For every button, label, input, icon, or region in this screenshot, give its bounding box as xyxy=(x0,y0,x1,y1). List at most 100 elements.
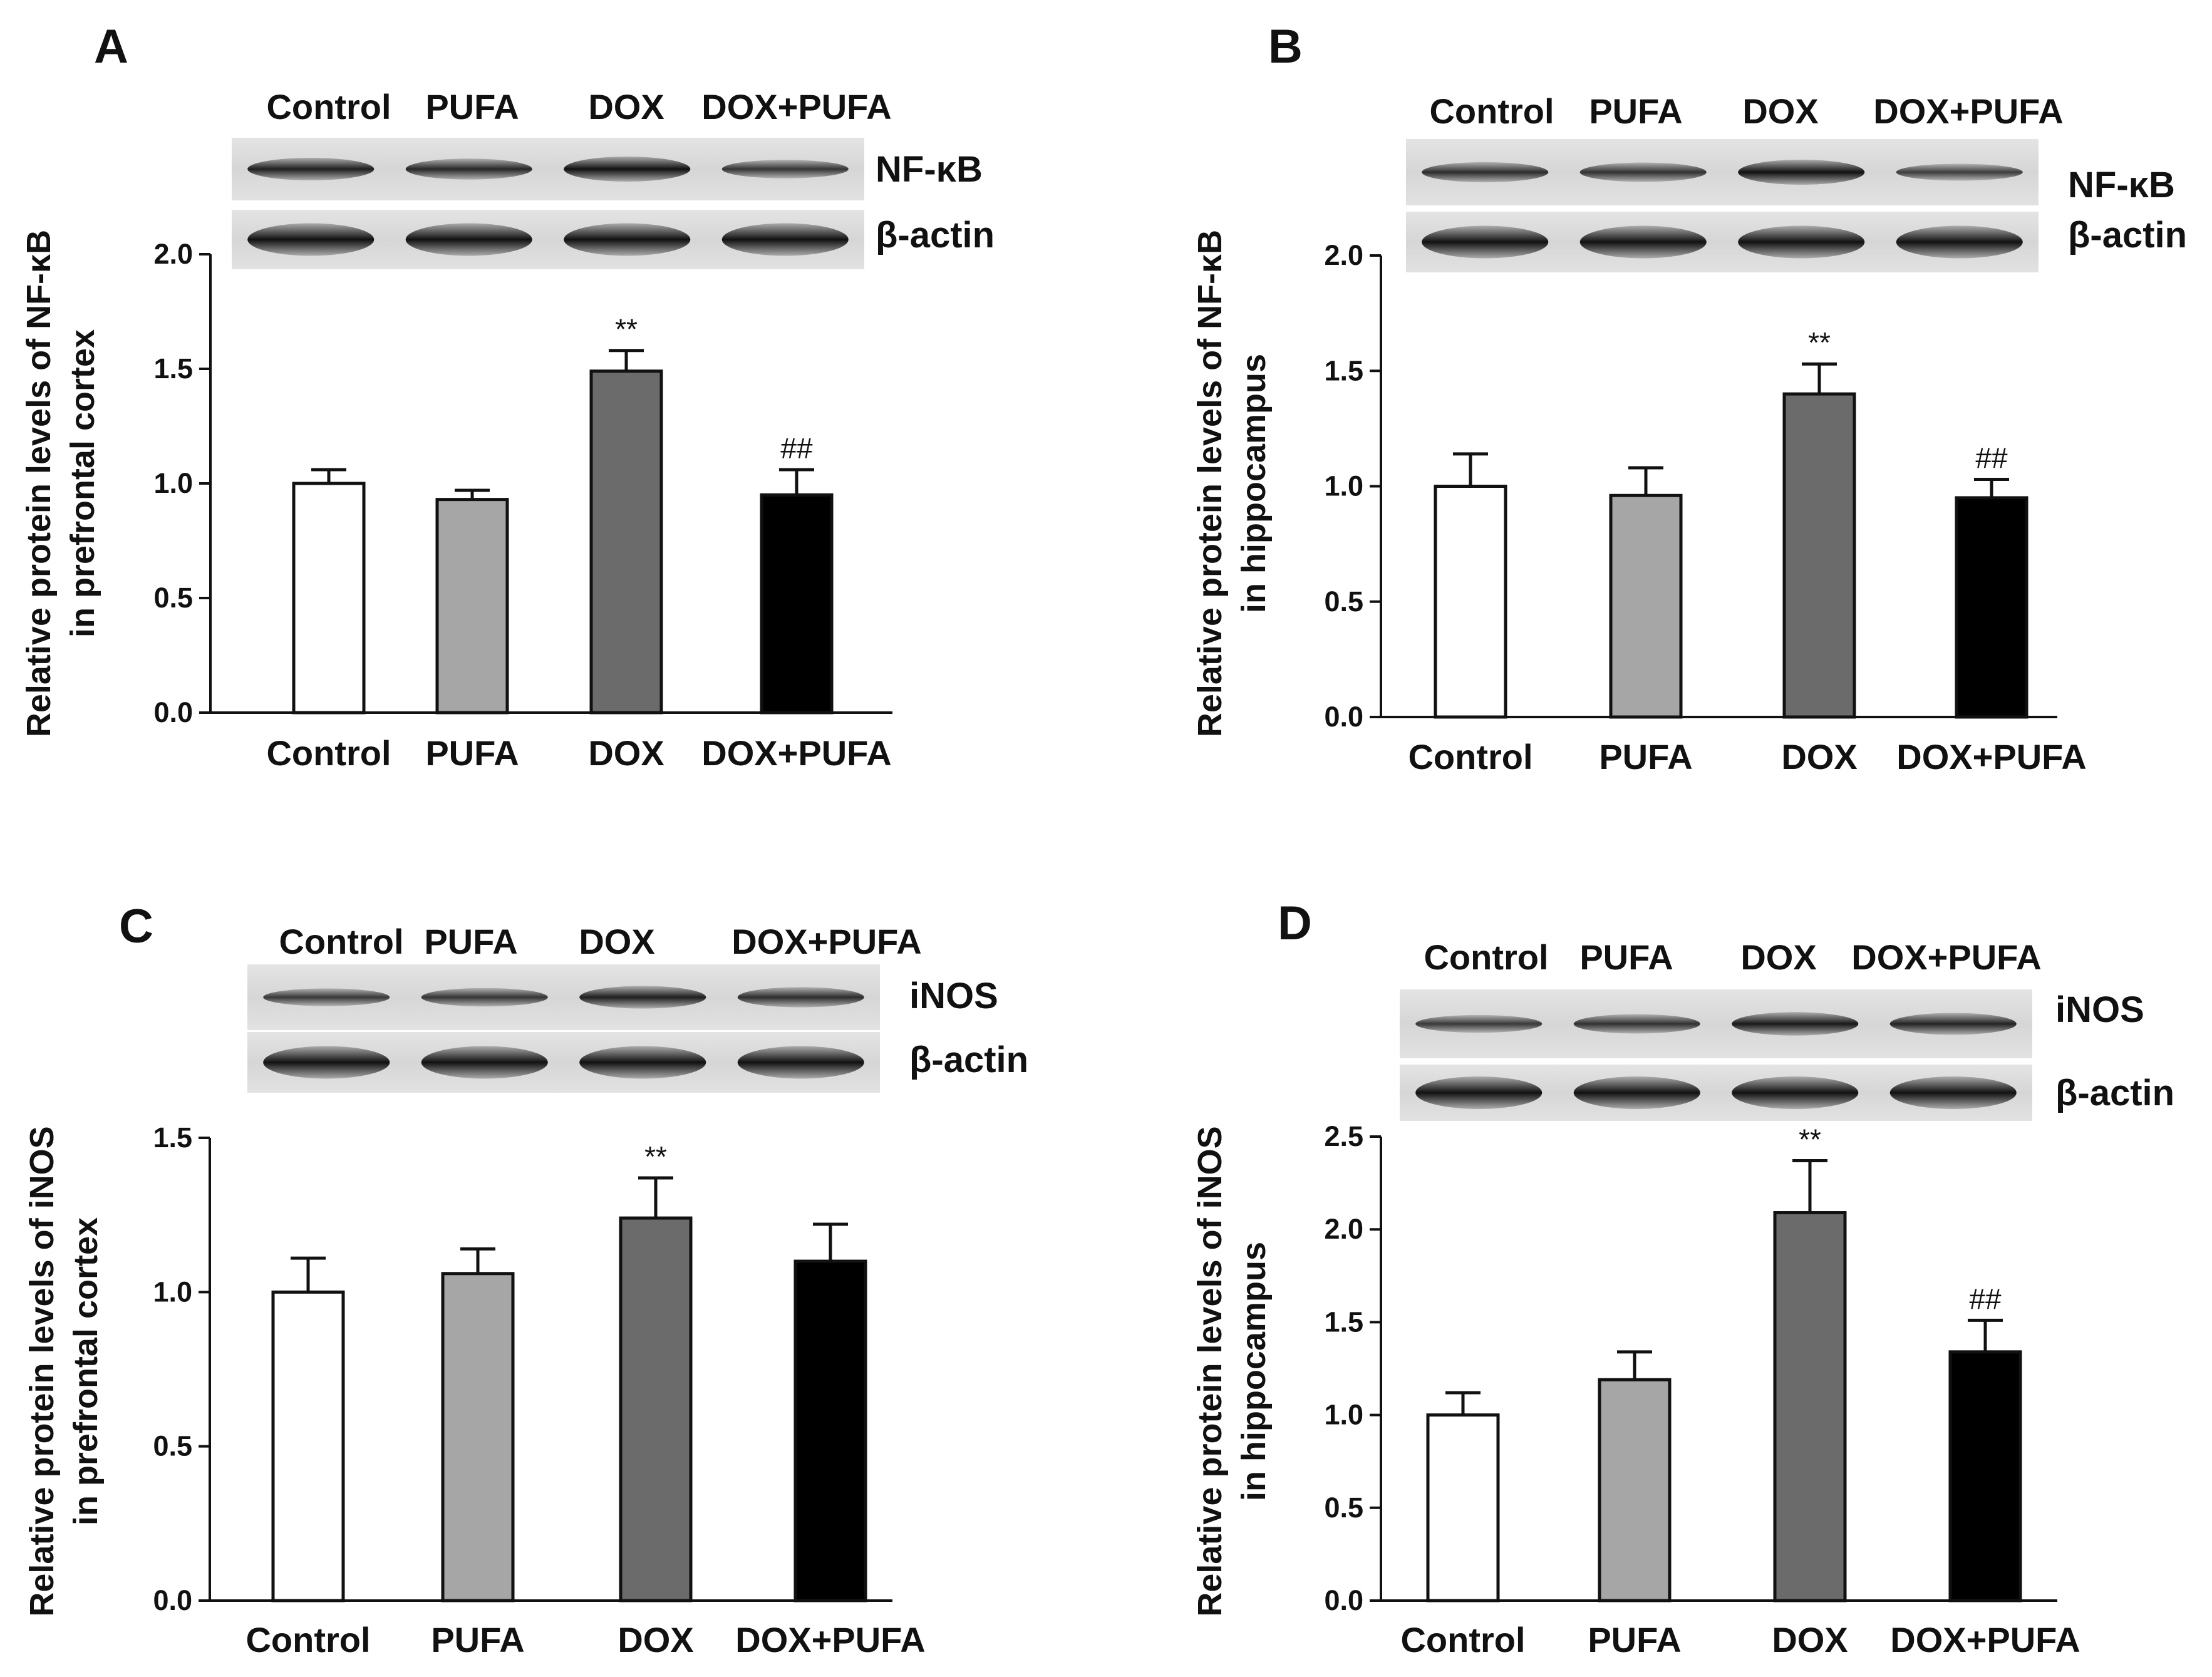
y-tick-label: 0.0 xyxy=(1324,701,1363,733)
blot-band xyxy=(1732,1012,1859,1036)
y-axis-title-line2: in prefrontal cortex xyxy=(64,329,101,637)
bar xyxy=(1782,392,1856,719)
x-category-label: Control xyxy=(1400,1620,1525,1659)
blot-band xyxy=(1573,1014,1700,1034)
y-axis-title-line2: in hippocampus xyxy=(1235,354,1273,613)
panel-a: A Control PUFA DOX DOX+PUFA NF-κB β-actin 0.0 0.… xyxy=(20,20,995,773)
bar xyxy=(793,1259,867,1602)
bar xyxy=(1434,485,1507,719)
blot-band xyxy=(1889,1076,2017,1109)
x-category-label: Control xyxy=(1408,737,1532,777)
panel-d: D Control PUFA DOX DOX+PUFA iNOS β-actin 0.0 0.5… xyxy=(1191,897,2174,1659)
bar xyxy=(435,498,509,715)
x-category-label: PUFA xyxy=(1588,1620,1681,1659)
blot-lane-label: Control xyxy=(1424,937,1548,977)
panel-c: C Control PUFA DOX DOX+PUFA iNOS β-actin 0.0 0.5… xyxy=(23,900,1028,1659)
panel-letter: D xyxy=(1278,897,1312,950)
blot-band xyxy=(1415,1014,1543,1033)
y-tick-label: 0.0 xyxy=(1324,1584,1363,1616)
blot-lane-label: Control xyxy=(1429,91,1554,131)
y-tick-label: 0.5 xyxy=(1324,586,1363,617)
x-category-label: DOX+PUFA xyxy=(1896,737,2086,777)
y-axis-title: Relative protein levels of iNOS in prefro… xyxy=(23,1126,105,1616)
blot-band xyxy=(579,1046,706,1079)
blot-band xyxy=(1573,1076,1700,1109)
x-category-label: DOX xyxy=(588,733,664,773)
y-tick-label: 2.0 xyxy=(1324,239,1363,271)
bar xyxy=(1948,1350,2022,1602)
blot-band xyxy=(1579,162,1707,182)
x-category-label: DOX xyxy=(1781,737,1857,777)
blot-band xyxy=(1889,1013,2017,1035)
y-axis-title-line2: in hippocampus xyxy=(1235,1242,1273,1501)
blot-lane-label: DOX+PUFA xyxy=(1851,937,2041,977)
y-tick-label: 1.0 xyxy=(153,467,193,499)
bar xyxy=(1955,496,2029,719)
blot-lane-label: PUFA xyxy=(1589,91,1682,131)
significance-mark: ** xyxy=(1799,1123,1821,1156)
blot-lane-label: DOX xyxy=(579,922,654,961)
blot-lane-label: DOX+PUFA xyxy=(1873,91,2063,131)
blot-band xyxy=(247,223,375,256)
y-tick-label: 1.0 xyxy=(1324,470,1363,502)
blot-lane-label: DOX xyxy=(1740,937,1816,977)
y-tick-label: 0.5 xyxy=(153,1430,192,1462)
x-category-label: DOX+PUFA xyxy=(735,1620,925,1659)
y-tick-label: 0.0 xyxy=(153,1584,192,1616)
blot-band xyxy=(579,986,706,1009)
y-tick-label: 0.0 xyxy=(153,696,193,728)
blot-lane-label: PUFA xyxy=(424,922,517,961)
blot-band xyxy=(1579,225,1707,259)
significance-mark: ** xyxy=(615,313,638,346)
bar xyxy=(271,1290,345,1602)
bar xyxy=(1426,1413,1500,1602)
y-axis-title-line1: Relative protein levels of NF-κB xyxy=(1191,230,1229,737)
significance-mark: ## xyxy=(1975,441,2008,474)
significance-mark: ## xyxy=(780,432,813,465)
blot-band xyxy=(247,157,375,181)
blot-band xyxy=(1896,225,2023,259)
blot-band-label: iNOS xyxy=(2055,989,2144,1030)
blot-band xyxy=(263,988,390,1006)
x-category-label: DOX+PUFA xyxy=(701,733,891,773)
y-tick-label: 1.5 xyxy=(1324,1306,1363,1338)
bar xyxy=(619,1216,693,1602)
blot-band-label: NF-κB xyxy=(876,149,983,190)
blot-band xyxy=(564,157,691,182)
x-category-label: PUFA xyxy=(1599,737,1692,777)
panel-letter: A xyxy=(94,20,128,73)
blot-band-label: iNOS xyxy=(909,976,998,1016)
blot-band xyxy=(721,160,849,178)
y-axis-title-line1: Relative protein levels of iNOS xyxy=(1191,1126,1229,1616)
x-category-label: Control xyxy=(266,733,391,773)
blot-band xyxy=(1738,160,1865,185)
blot-band xyxy=(1738,225,1865,259)
y-tick-label: 1.0 xyxy=(1324,1399,1363,1431)
x-category-label: DOX xyxy=(618,1620,693,1659)
blot-band xyxy=(737,987,864,1008)
bar xyxy=(441,1272,515,1602)
blot-band xyxy=(263,1046,390,1079)
blot-band xyxy=(1422,162,1549,183)
bar xyxy=(292,482,366,715)
bar xyxy=(589,369,663,715)
bar xyxy=(1598,1378,1672,1602)
significance-mark: ** xyxy=(644,1140,667,1173)
y-tick-label: 0.5 xyxy=(1324,1492,1363,1524)
blot-band xyxy=(1415,1076,1543,1109)
blot-lane-label: PUFA xyxy=(425,87,519,126)
y-axis-title: Relative protein levels of NF-κB in hippo… xyxy=(1191,230,1273,737)
blot-band xyxy=(421,988,548,1007)
blot-band xyxy=(1422,225,1549,259)
blot-band xyxy=(564,223,691,256)
blot-band xyxy=(1896,163,2023,181)
blot-band-label: NF-κB xyxy=(2068,165,2175,205)
panel-letter: B xyxy=(1268,20,1303,73)
y-axis-title: Relative protein levels of NF-κB in prefr… xyxy=(20,230,101,737)
blot-band xyxy=(1732,1076,1859,1109)
x-category-label: Control xyxy=(245,1620,370,1659)
x-category-label: PUFA xyxy=(425,733,519,773)
significance-mark: ** xyxy=(1808,326,1831,359)
x-category-label: PUFA xyxy=(431,1620,524,1659)
